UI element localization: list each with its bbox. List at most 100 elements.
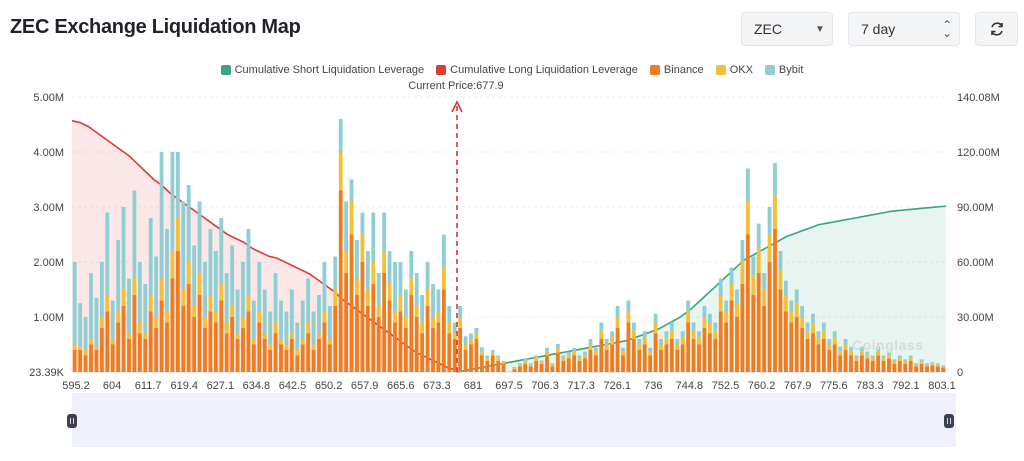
x-tick-label: 706.3 bbox=[531, 380, 559, 392]
bar-binance bbox=[230, 317, 235, 372]
bar-okx bbox=[740, 262, 745, 284]
bar-binance bbox=[648, 355, 653, 372]
bar-okx bbox=[327, 339, 332, 345]
chart-legend: Cumulative Short Liquidation Leverage Cu… bbox=[0, 64, 1024, 76]
legend-item-bybit[interactable]: Bybit bbox=[764, 64, 803, 76]
bar-bybit bbox=[403, 289, 408, 317]
bar-bybit bbox=[121, 207, 126, 290]
bar-okx bbox=[675, 344, 680, 350]
bar-okx bbox=[919, 361, 924, 364]
x-tick-label: 681 bbox=[464, 380, 482, 392]
bar-binance bbox=[479, 355, 484, 372]
bar-binance bbox=[783, 311, 788, 372]
bar-bybit bbox=[143, 284, 148, 334]
bar-okx bbox=[838, 351, 843, 356]
bar-binance bbox=[175, 251, 180, 372]
bar-binance bbox=[490, 355, 495, 372]
bar-binance bbox=[382, 273, 387, 372]
legend-item-long[interactable]: Cumulative Long Liquidation Leverage bbox=[436, 64, 638, 76]
bar-binance bbox=[485, 361, 490, 372]
bar-binance bbox=[219, 300, 224, 372]
bar-okx bbox=[159, 278, 164, 301]
bar-bybit bbox=[116, 240, 121, 312]
bar-binance bbox=[241, 328, 245, 372]
range-handle-left[interactable] bbox=[67, 414, 77, 428]
bar-okx bbox=[246, 295, 251, 312]
bar-bybit bbox=[572, 347, 577, 352]
bar-bybit bbox=[311, 311, 316, 345]
range-scroller[interactable] bbox=[72, 393, 956, 447]
x-tick-label: 803.1 bbox=[928, 380, 956, 392]
bar-okx bbox=[360, 234, 365, 262]
bar-okx bbox=[311, 344, 316, 350]
bar-binance bbox=[724, 322, 729, 372]
bar-okx bbox=[349, 201, 354, 235]
refresh-button[interactable] bbox=[975, 12, 1018, 46]
bar-okx bbox=[230, 306, 235, 317]
bar-okx bbox=[398, 295, 403, 312]
bar-bybit bbox=[338, 119, 343, 152]
bar-bybit bbox=[838, 346, 843, 352]
bar-okx bbox=[713, 330, 718, 339]
bar-binance bbox=[311, 350, 316, 372]
bar-okx bbox=[165, 311, 169, 323]
legend-item-binance[interactable]: Binance bbox=[649, 64, 704, 76]
bar-binance bbox=[930, 365, 935, 372]
bar-binance bbox=[892, 363, 897, 372]
bar-bybit bbox=[740, 240, 745, 262]
bar-binance bbox=[778, 289, 783, 372]
x-tick-label: 767.9 bbox=[784, 380, 812, 392]
bar-okx bbox=[208, 295, 213, 312]
bar-bybit bbox=[371, 212, 376, 262]
bar-bybit bbox=[887, 351, 891, 355]
bar-binance bbox=[637, 350, 642, 372]
bar-binance bbox=[121, 306, 126, 372]
bar-bybit bbox=[284, 311, 289, 345]
bar-bybit bbox=[686, 300, 691, 312]
bar-binance bbox=[789, 322, 794, 372]
bar-okx bbox=[154, 317, 159, 328]
bar-bybit bbox=[344, 201, 349, 251]
x-tick-label: 760.2 bbox=[748, 380, 776, 392]
bar-binance bbox=[604, 350, 609, 372]
bar-okx bbox=[859, 351, 864, 356]
bar-okx bbox=[735, 303, 739, 317]
bar-okx bbox=[322, 311, 327, 323]
bar-okx bbox=[262, 333, 267, 339]
bar-binance bbox=[414, 317, 419, 372]
bar-bybit bbox=[914, 363, 919, 365]
bar-okx bbox=[821, 330, 826, 339]
bar-binance bbox=[729, 300, 734, 372]
bar-bybit bbox=[105, 212, 110, 295]
y-left-tick-label: 1.00M bbox=[33, 312, 64, 324]
bar-binance bbox=[344, 273, 349, 372]
y-left-tick-label: 4.00M bbox=[33, 147, 64, 159]
bar-bybit bbox=[854, 355, 859, 359]
bar-okx bbox=[317, 333, 321, 339]
legend-item-okx[interactable]: OKX bbox=[715, 64, 753, 76]
bar-okx bbox=[447, 322, 452, 334]
bar-okx bbox=[604, 344, 609, 350]
bar-bybit bbox=[72, 262, 77, 345]
bar-okx bbox=[881, 358, 886, 361]
bar-binance bbox=[300, 344, 305, 372]
range-handle-right[interactable] bbox=[944, 414, 954, 428]
bar-binance bbox=[621, 355, 625, 372]
bar-okx bbox=[811, 323, 815, 334]
bar-bybit bbox=[832, 331, 837, 338]
bar-binance bbox=[751, 295, 756, 372]
bar-okx bbox=[83, 350, 88, 356]
bar-bybit bbox=[333, 256, 338, 290]
bar-binance bbox=[680, 344, 685, 372]
legend-item-short[interactable]: Cumulative Short Liquidation Leverage bbox=[220, 64, 424, 76]
symbol-select[interactable]: ZEC ▼ bbox=[741, 12, 833, 46]
bar-binance bbox=[458, 328, 463, 372]
period-select[interactable]: 7 day ⌃ ⌄ bbox=[848, 12, 960, 46]
bar-bybit bbox=[604, 339, 609, 345]
bar-binance bbox=[165, 322, 169, 372]
bar-okx bbox=[621, 351, 625, 356]
bar-okx bbox=[854, 358, 859, 361]
bar-binance bbox=[588, 350, 593, 372]
bar-bybit bbox=[756, 223, 761, 249]
bar-binance bbox=[816, 344, 821, 372]
